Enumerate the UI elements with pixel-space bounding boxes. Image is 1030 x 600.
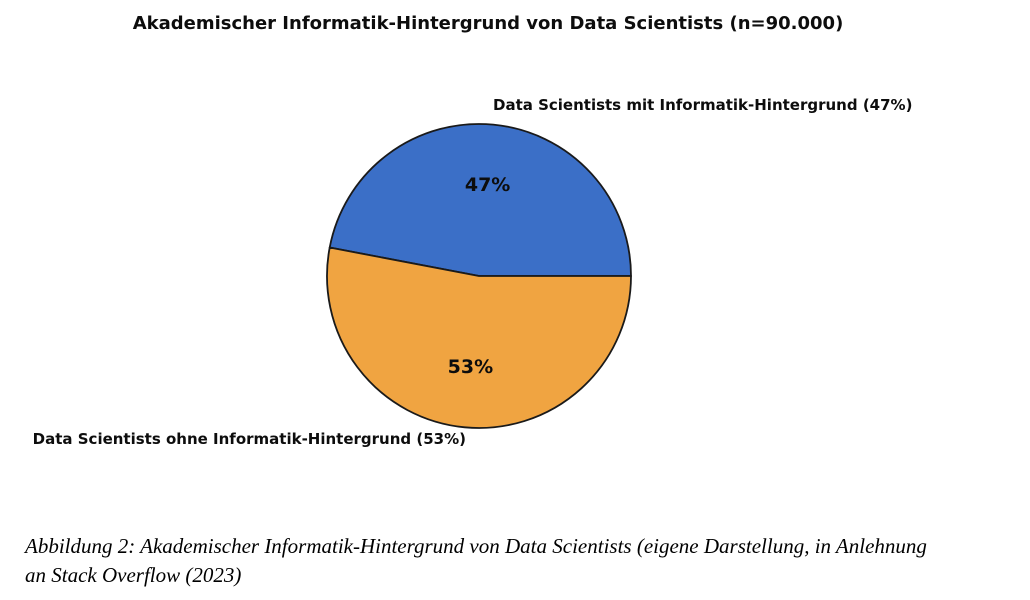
pie-label-mit-informatik: Data Scientists mit Informatik-Hintergru… (493, 96, 913, 114)
figure-caption-line-1: Abbildung 2: Akademischer Informatik-Hin… (25, 534, 927, 558)
figure-caption-line-2: an Stack Overflow (2023) (25, 563, 242, 587)
pie-chart: 47% 53% (326, 123, 632, 429)
pie-slice-0 (328, 123, 632, 277)
pie-pct-label-1: 53% (448, 356, 493, 378)
pie-label-ohne-informatik: Data Scientists ohne Informatik-Hintergr… (32, 430, 466, 448)
figure-caption: Abbildung 2: Akademischer Informatik-Hin… (25, 532, 1020, 590)
pie-slice-1 (326, 246, 632, 429)
pie-pct-label-0: 47% (465, 174, 510, 196)
chart-title: Akademischer Informatik-Hintergrund von … (132, 13, 844, 34)
